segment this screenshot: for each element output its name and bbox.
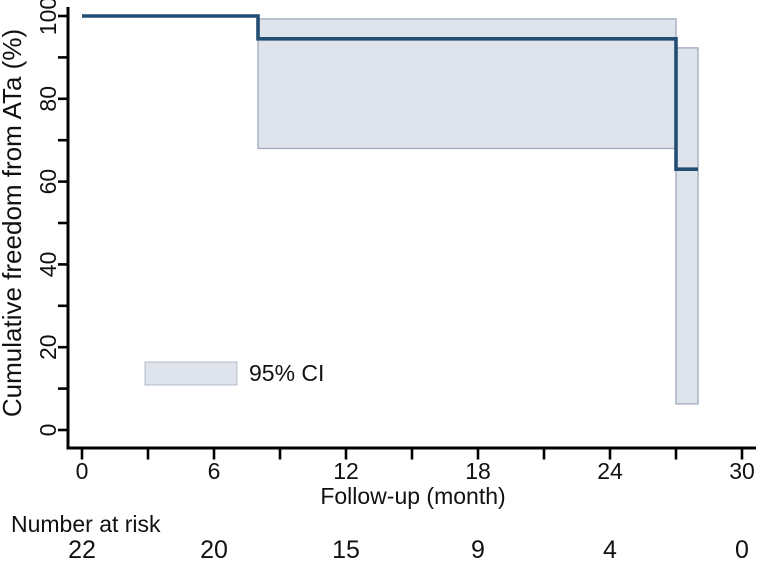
number-at-risk-label: Number at risk <box>11 511 161 537</box>
number-at-risk-values: 22 20 15 9 4 0 <box>68 536 749 562</box>
y-tick-label: 0 <box>35 424 61 437</box>
x-tick-label: 12 <box>333 458 359 484</box>
risk-count: 22 <box>68 536 96 562</box>
y-tick-label: 40 <box>35 252 61 278</box>
x-axis-title: Follow-up (month) <box>320 483 505 509</box>
risk-count: 20 <box>200 536 228 562</box>
risk-count: 15 <box>332 536 360 562</box>
ci-band <box>675 47 699 405</box>
y-axis-ticks <box>58 14 68 432</box>
legend-label: 95% CI <box>249 360 324 386</box>
x-tick-label: 24 <box>597 458 623 484</box>
risk-count: 0 <box>735 536 749 562</box>
risk-count: 9 <box>471 536 485 562</box>
risk-count: 4 <box>603 536 617 562</box>
y-tick-labels: 0 20 40 60 80 100 <box>35 0 61 436</box>
y-tick-label: 80 <box>35 86 61 112</box>
x-tick-label: 6 <box>208 458 221 484</box>
x-tick-label: 0 <box>76 458 89 484</box>
ci-band-layer <box>257 18 699 405</box>
x-axis-ticks <box>80 448 744 460</box>
y-tick-label: 60 <box>35 169 61 195</box>
legend-ci-swatch <box>144 361 238 386</box>
y-tick-label: 100 <box>35 0 61 35</box>
x-tick-labels: 0 6 12 18 24 30 <box>76 458 755 484</box>
x-tick-label: 30 <box>729 458 755 484</box>
y-tick-label: 20 <box>35 334 61 360</box>
x-tick-label: 18 <box>465 458 491 484</box>
axes-spine <box>66 7 756 450</box>
survival-curve <box>82 14 698 171</box>
y-axis-title: Cumulative freedom from ATa (%) <box>0 29 27 417</box>
